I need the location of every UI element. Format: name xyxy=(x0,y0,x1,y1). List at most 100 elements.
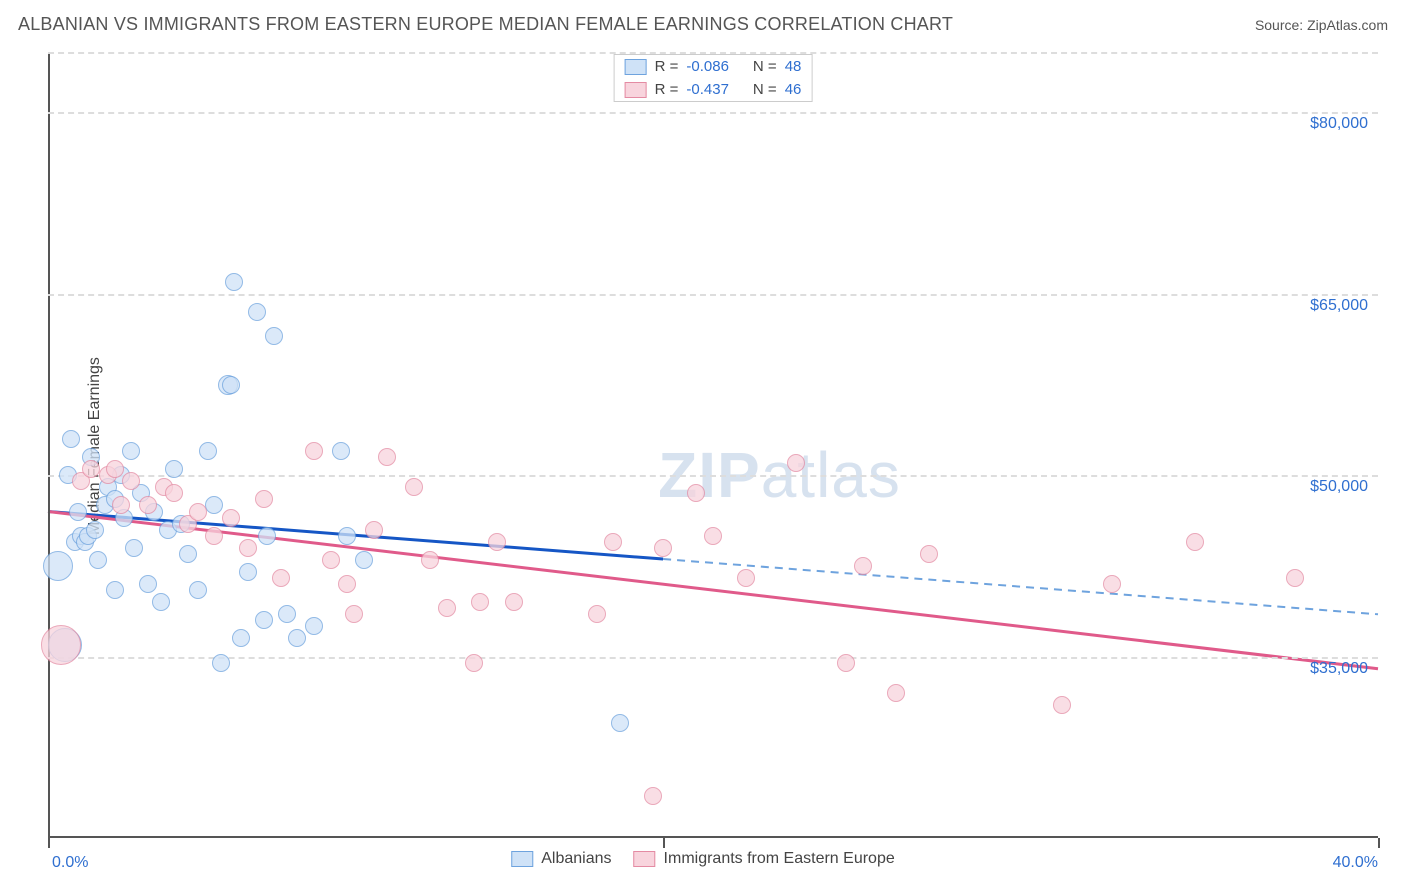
y-tick-label: $80,000 xyxy=(1310,115,1368,133)
data-point xyxy=(355,551,373,569)
legend-series-item: Immigrants from Eastern Europe xyxy=(634,850,895,868)
chart-title: ALBANIAN VS IMMIGRANTS FROM EASTERN EURO… xyxy=(18,14,953,35)
data-point xyxy=(272,569,290,587)
data-point xyxy=(488,533,506,551)
data-point xyxy=(604,533,622,551)
chart-source: Source: ZipAtlas.com xyxy=(1255,17,1388,33)
data-point xyxy=(611,714,629,732)
data-point xyxy=(139,575,157,593)
data-point xyxy=(920,545,938,563)
data-point xyxy=(106,460,124,478)
data-point xyxy=(471,593,489,611)
x-tick xyxy=(48,838,50,848)
data-point xyxy=(704,527,722,545)
data-point xyxy=(378,448,396,466)
data-point xyxy=(654,539,672,557)
data-point xyxy=(69,503,87,521)
data-point xyxy=(305,442,323,460)
data-point xyxy=(112,496,130,514)
data-point xyxy=(438,599,456,617)
legend-series-label: Immigrants from Eastern Europe xyxy=(664,850,895,868)
x-tick xyxy=(663,838,665,848)
data-point xyxy=(41,625,81,665)
data-point xyxy=(43,551,73,581)
x-axis-max-label: 40.0% xyxy=(1333,854,1378,872)
legend-series: Albanians Immigrants from Eastern Europe xyxy=(511,850,894,868)
data-point xyxy=(837,654,855,672)
chart-container: ALBANIAN VS IMMIGRANTS FROM EASTERN EURO… xyxy=(0,0,1406,892)
gridline xyxy=(48,657,1378,659)
data-point xyxy=(205,527,223,545)
legend-swatch xyxy=(511,851,533,867)
data-point xyxy=(854,557,872,575)
data-point xyxy=(86,521,104,539)
data-point xyxy=(212,654,230,672)
data-point xyxy=(248,303,266,321)
trend-line-dashed xyxy=(663,559,1378,614)
data-point xyxy=(332,442,350,460)
data-point xyxy=(288,629,306,647)
source-name: ZipAtlas.com xyxy=(1307,17,1388,33)
header-row: ALBANIAN VS IMMIGRANTS FROM EASTERN EURO… xyxy=(18,14,1388,35)
data-point xyxy=(687,484,705,502)
gridline xyxy=(48,112,1378,114)
data-point xyxy=(106,581,124,599)
gridline xyxy=(48,52,1378,54)
data-point xyxy=(125,539,143,557)
data-point xyxy=(139,496,157,514)
data-point xyxy=(421,551,439,569)
data-point xyxy=(239,563,257,581)
data-point xyxy=(258,527,276,545)
data-point xyxy=(89,551,107,569)
trend-lines xyxy=(48,52,1378,838)
data-point xyxy=(338,527,356,545)
data-point xyxy=(255,490,273,508)
data-point xyxy=(265,327,283,345)
legend-series-item: Albanians xyxy=(511,850,611,868)
data-point xyxy=(239,539,257,557)
data-point xyxy=(322,551,340,569)
y-axis-line xyxy=(48,52,50,838)
x-tick xyxy=(1378,838,1380,848)
data-point xyxy=(82,460,100,478)
data-point xyxy=(737,569,755,587)
legend-swatch xyxy=(634,851,656,867)
data-point xyxy=(887,684,905,702)
data-point xyxy=(1103,575,1121,593)
data-point xyxy=(505,593,523,611)
data-point xyxy=(189,581,207,599)
data-point xyxy=(122,472,140,490)
data-point xyxy=(787,454,805,472)
data-point xyxy=(222,509,240,527)
source-prefix: Source: xyxy=(1255,17,1307,33)
data-point xyxy=(1186,533,1204,551)
data-point xyxy=(1286,569,1304,587)
data-point xyxy=(338,575,356,593)
data-point xyxy=(278,605,296,623)
data-point xyxy=(232,629,250,647)
data-point xyxy=(465,654,483,672)
data-point xyxy=(189,503,207,521)
data-point xyxy=(205,496,223,514)
data-point xyxy=(179,545,197,563)
plot-area: R =-0.086N =48R =-0.437N =46 ZIPatlas $3… xyxy=(48,52,1378,838)
y-tick-label: $65,000 xyxy=(1310,297,1368,315)
data-point xyxy=(305,617,323,635)
data-point xyxy=(225,273,243,291)
data-point xyxy=(365,521,383,539)
data-point xyxy=(345,605,363,623)
legend-series-label: Albanians xyxy=(541,850,611,868)
data-point xyxy=(255,611,273,629)
data-point xyxy=(165,460,183,478)
y-tick-label: $35,000 xyxy=(1310,660,1368,678)
y-tick-label: $50,000 xyxy=(1310,478,1368,496)
data-point xyxy=(62,430,80,448)
data-point xyxy=(588,605,606,623)
x-axis-line xyxy=(48,836,1378,838)
data-point xyxy=(122,442,140,460)
data-point xyxy=(1053,696,1071,714)
x-axis-min-label: 0.0% xyxy=(52,854,88,872)
gridline xyxy=(48,475,1378,477)
data-point xyxy=(165,484,183,502)
data-point xyxy=(152,593,170,611)
